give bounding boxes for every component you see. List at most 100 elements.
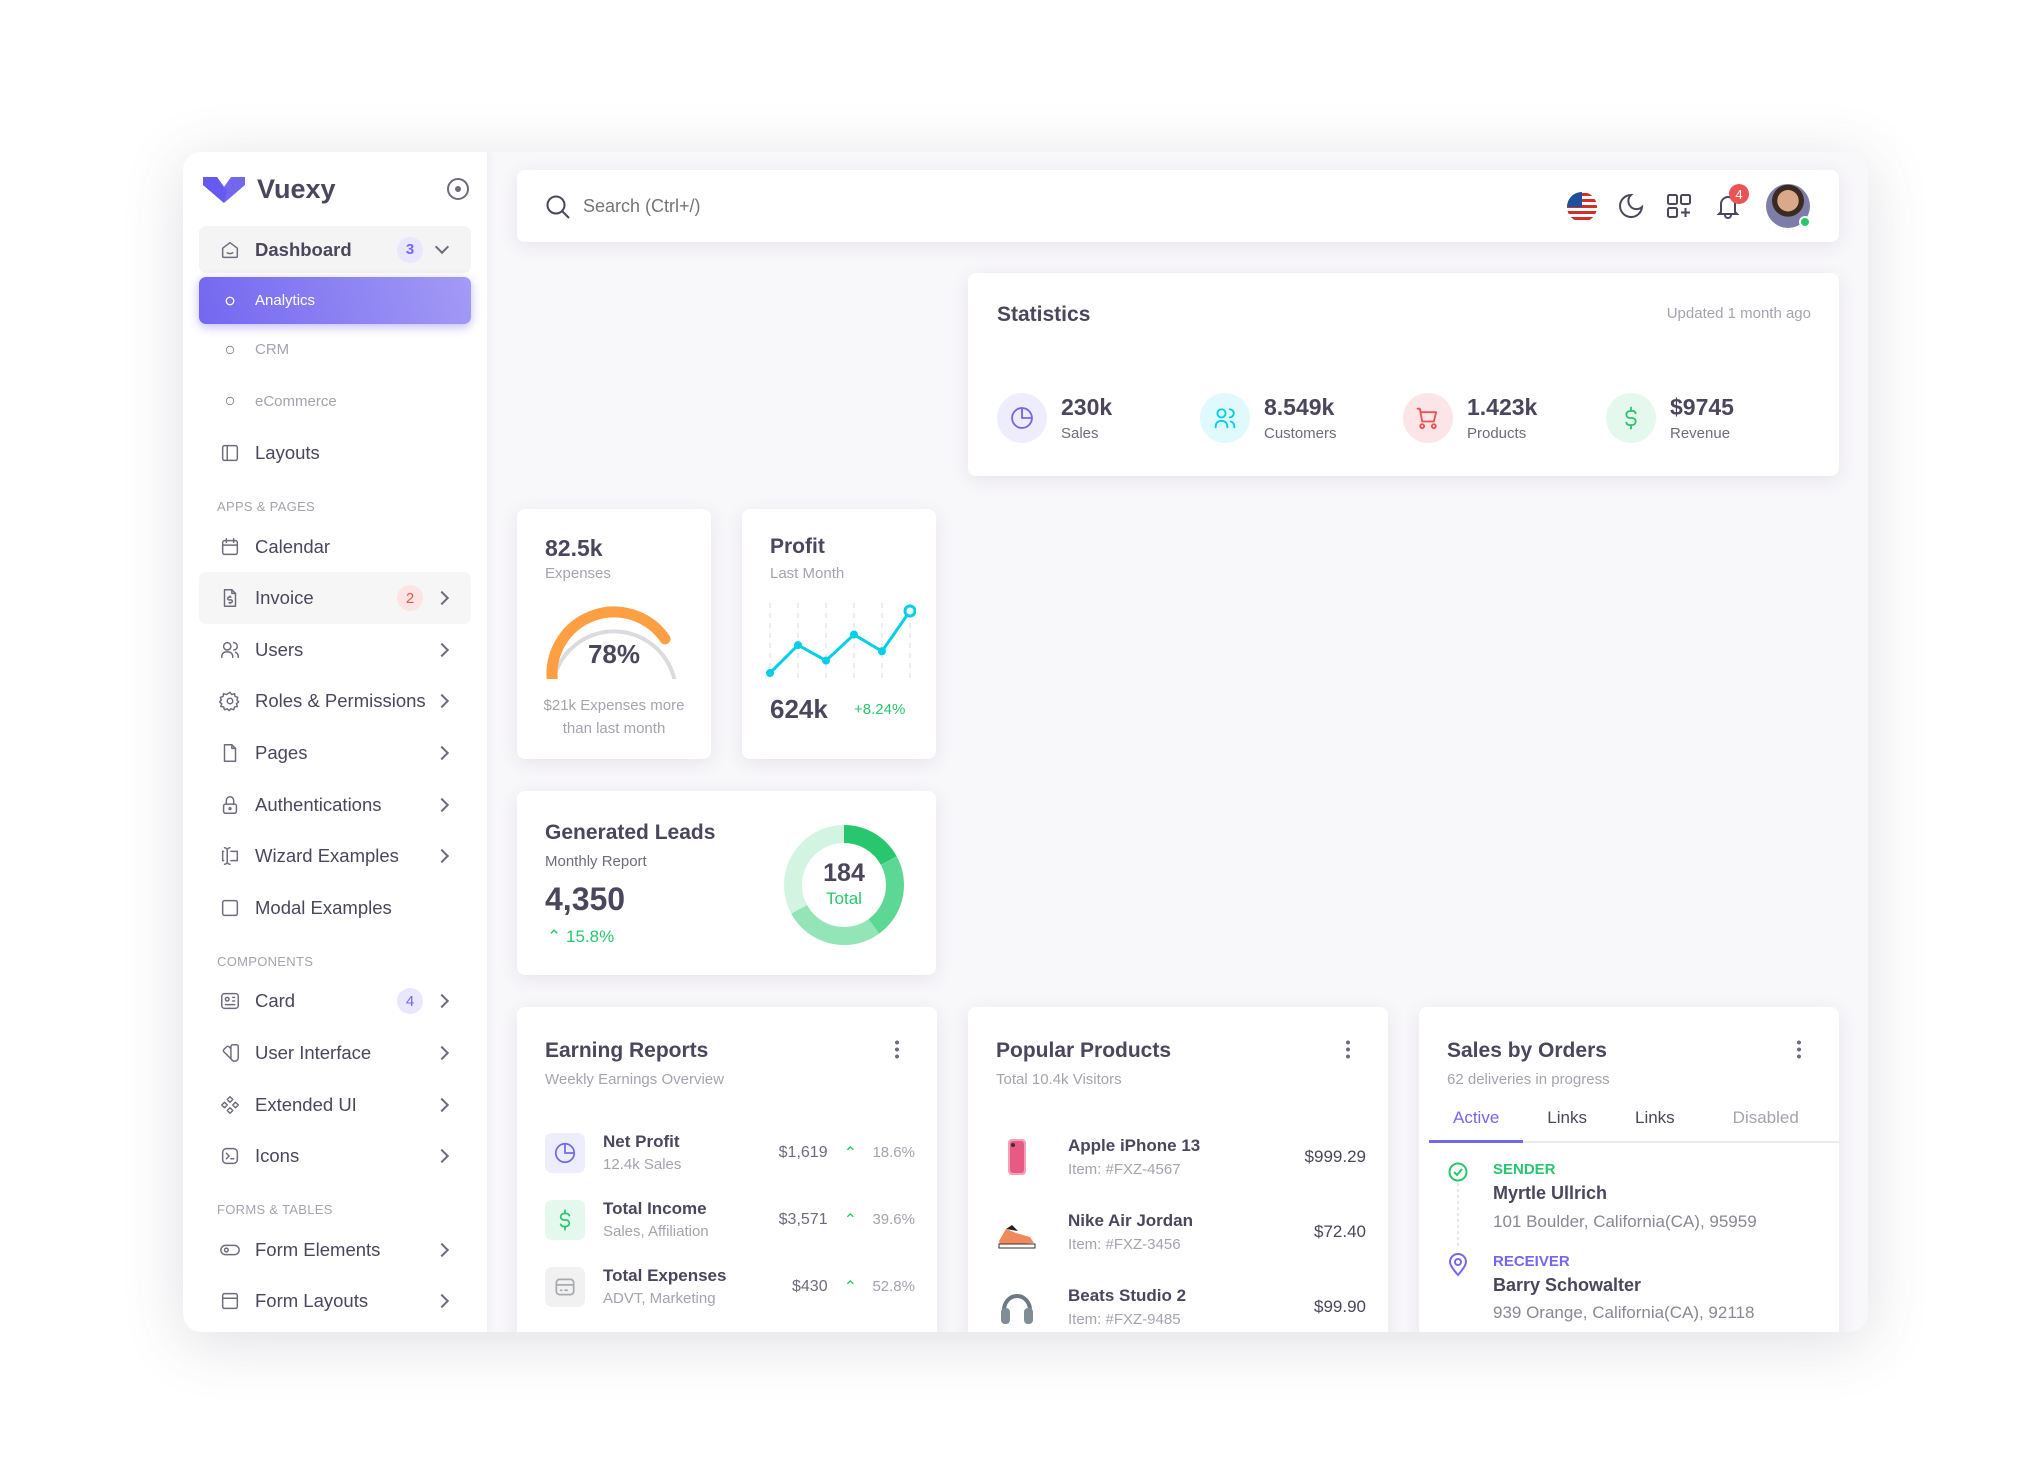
leads-value: 4,350: [545, 881, 626, 917]
earning-row-text: Total Expenses ADVT, Marketing: [603, 1266, 748, 1307]
sidebar-item-analytics[interactable]: Analytics: [199, 277, 471, 324]
moon-icon[interactable]: [1617, 192, 1645, 220]
product-row[interactable]: Apple iPhone 13 Item: #FXZ-4567 $999.29: [996, 1119, 1366, 1194]
sidebar-item-label: Card: [255, 990, 296, 1012]
product-price: $999.29: [1304, 1146, 1366, 1166]
sidebar-item-pages[interactable]: Pages: [199, 727, 471, 779]
sidebar-item-form-layouts[interactable]: Form Layouts: [199, 1276, 471, 1328]
stat-label: Sales: [1061, 425, 1099, 442]
sidebar-item-modal-examples[interactable]: Modal Examples: [199, 882, 471, 934]
square-icon: [219, 897, 241, 919]
sidebar-item-calendar[interactable]: Calendar: [199, 521, 471, 573]
stat-text: 230k Sales: [1061, 394, 1112, 442]
grid-icon[interactable]: [1665, 192, 1693, 220]
tab-links[interactable]: Links: [1547, 1108, 1587, 1127]
vuexy-logo-icon: [203, 176, 245, 203]
layout-icon: [219, 442, 241, 464]
sidebar-item-label: User Interface: [255, 1041, 372, 1063]
earning-row-amount: $1,619: [778, 1143, 828, 1161]
leads-change-value: 15.8%: [565, 927, 615, 946]
product-name: Beats Studio 2: [1068, 1285, 1187, 1305]
headphones-image: [996, 1286, 1038, 1328]
sparkline-line: [768, 610, 912, 675]
sidebar-item-extended-ui[interactable]: Extended UI: [199, 1079, 471, 1131]
chevron-right-icon: [434, 1097, 450, 1112]
sidebar-item-users[interactable]: Users: [199, 624, 471, 676]
sidebar-section-header: COMPONENTS: [217, 953, 314, 969]
sidebar-item-invoice[interactable]: Invoice 2: [199, 572, 471, 624]
sidebar-item-icons[interactable]: Icons: [199, 1130, 471, 1182]
sidebar-section-header: FORMS & TABLES: [217, 1201, 333, 1217]
stat-label: Products: [1467, 425, 1527, 442]
sparkline-point: [822, 656, 830, 665]
sidebar-item-roles-permissions[interactable]: Roles & Permissions: [199, 676, 471, 728]
sidebar-item-label: Invoice: [255, 587, 314, 609]
product-item-code: Item: #FXZ-4567: [1068, 1160, 1181, 1178]
earning-row-subtitle: ADVT, Marketing: [603, 1290, 716, 1307]
search-icon[interactable]: [545, 194, 571, 220]
sidebar-item-dashboard[interactable]: Dashboard 3: [199, 226, 471, 273]
stat-sales: 230k Sales: [997, 388, 1200, 448]
sidebar-item-layouts[interactable]: Layouts: [199, 427, 471, 479]
leads-title: Generated Leads: [545, 821, 716, 844]
sidebar-item-ecommerce[interactable]: eCommerce: [199, 376, 471, 428]
home-icon: [219, 239, 241, 261]
chevron-right-icon: [434, 745, 450, 761]
earning-row-subtitle: Sales, Affiliation: [603, 1223, 709, 1240]
sidebar-item-label: Roles & Permissions: [255, 690, 426, 712]
sidebar-item-badge: 3: [397, 236, 423, 263]
chevron-right-icon: [434, 1149, 450, 1164]
profit-value: 624k: [770, 694, 828, 724]
sparkline-point: [850, 630, 858, 639]
timeline-line: [1448, 1162, 1468, 1247]
shopping-cart-icon: [1403, 393, 1453, 443]
sidebar-item-label: eCommerce: [255, 392, 337, 410]
sparkline-point: [794, 641, 802, 650]
toggle-icon: [219, 1239, 241, 1261]
earning-row-amount: $430: [792, 1277, 828, 1295]
tab-links[interactable]: Links: [1634, 1108, 1675, 1127]
sidebar-item-wizard-examples[interactable]: Wizard Examples: [199, 830, 471, 882]
chevron-right-icon: [434, 1242, 450, 1257]
product-item-code: Item: #FXZ-3456: [1068, 1235, 1181, 1253]
sidebar-item-crm[interactable]: CRM: [199, 324, 471, 376]
us-flag-icon[interactable]: [1566, 191, 1598, 223]
sidebar-item-label: Dashboard: [255, 238, 352, 260]
sidebar-item-authentications[interactable]: Authentications: [199, 779, 471, 831]
earning-row-subtitle: 12.4k Sales: [603, 1156, 682, 1173]
product-name: Apple iPhone 13: [1068, 1135, 1201, 1155]
tab-active[interactable]: Active: [1429, 1103, 1524, 1143]
stat-products: 1.423k Products: [1403, 388, 1606, 448]
earning-row: Net Profit 12.4k Sales $1,619 ⌃ 18.6%: [545, 1119, 915, 1186]
more-options-icon[interactable]: [895, 1039, 899, 1059]
receiver-address: 939 Orange, California(CA), 92118: [1493, 1303, 1755, 1322]
expenses-card: 82.5k Expenses 78% $21k Expenses more th…: [517, 509, 711, 759]
sidebar-item-form-elements[interactable]: Form Elements: [199, 1224, 471, 1276]
sidebar-item-label: Extended UI: [255, 1093, 357, 1115]
file-dollar-icon: [219, 587, 241, 609]
sender-address: 101 Boulder, California(CA), 95959: [1493, 1212, 1757, 1231]
leads-change: ⌃ 15.8%: [547, 927, 614, 947]
gauge-track: [551, 629, 677, 679]
sidebar-item-badge: 2: [397, 585, 423, 612]
expenses-percent: 78%: [587, 639, 641, 669]
users-icon: [219, 639, 241, 661]
sender-tag: SENDER: [1493, 1161, 1556, 1178]
sidebar-item-label: Layouts: [255, 441, 320, 463]
currency-dollar-icon: [1606, 393, 1656, 443]
product-row[interactable]: Beats Studio 2 Item: #FXZ-9485 $99.90: [996, 1269, 1366, 1332]
more-options-icon[interactable]: [1797, 1039, 1801, 1059]
brand-logo[interactable]: Vuexy: [203, 174, 336, 205]
statistics-title: Statistics: [997, 303, 1091, 326]
leads-donut-chart: [784, 825, 904, 945]
earning-row-title: Total Expenses: [603, 1266, 727, 1285]
donut-segment: [784, 825, 904, 945]
file-icon: [219, 742, 241, 764]
product-row[interactable]: Nike Air Jordan Item: #FXZ-3456 $72.40: [996, 1194, 1366, 1269]
sidebar-item-user-interface[interactable]: User Interface: [199, 1027, 471, 1079]
sidebar-pin-toggle-icon[interactable]: [447, 178, 469, 200]
earning-row: Total Income Sales, Affiliation $3,571 ⌃ 39.…: [545, 1186, 915, 1253]
search-input[interactable]: [583, 190, 1183, 222]
sidebar-item-card[interactable]: Card 4: [199, 976, 471, 1028]
more-options-icon[interactable]: [1346, 1039, 1350, 1059]
